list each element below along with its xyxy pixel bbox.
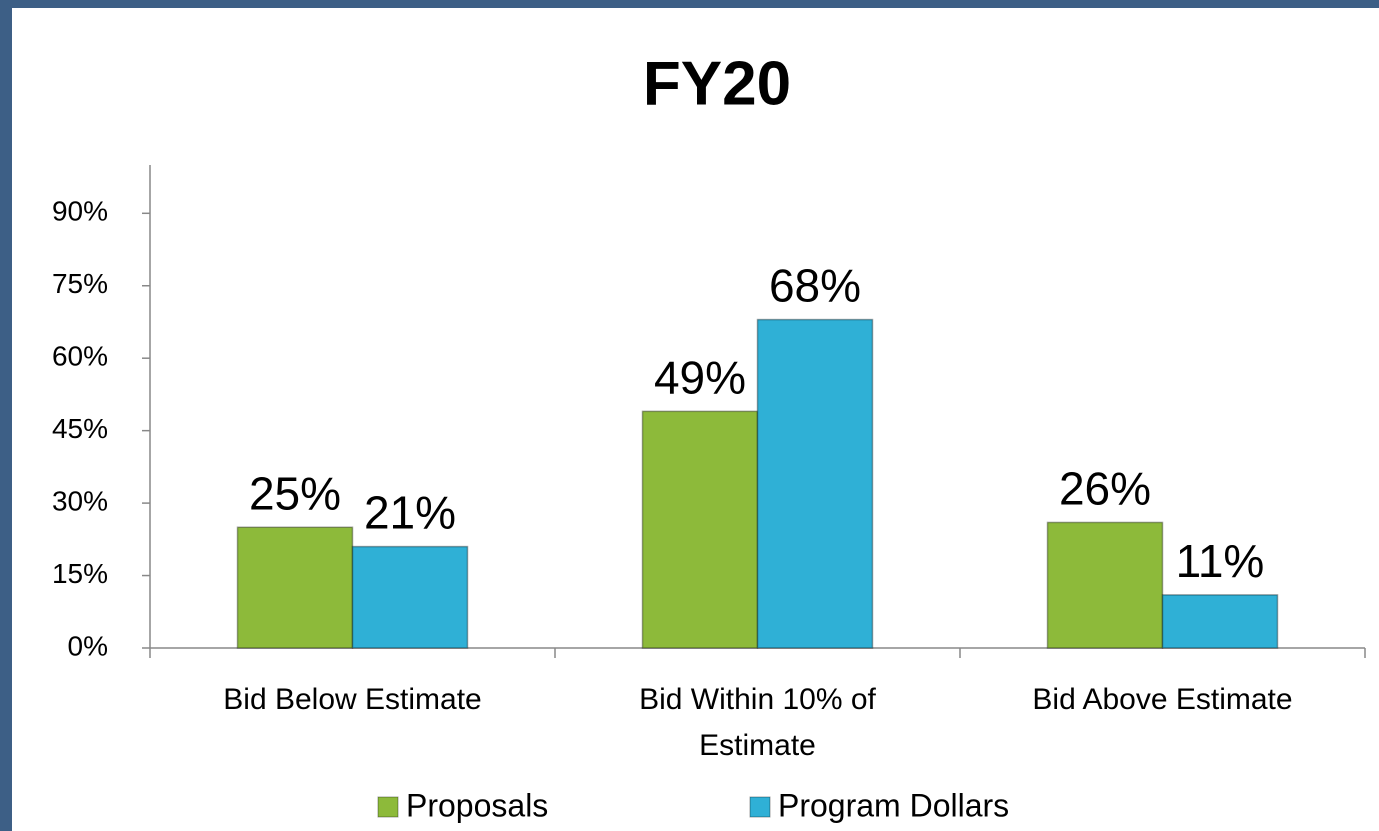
bar <box>1161 594 1279 649</box>
y-tick-label: 60% <box>52 341 108 372</box>
data-label: 49% <box>654 351 746 403</box>
legend-swatch <box>377 796 399 818</box>
data-label: 11% <box>1176 535 1265 587</box>
legend-label: Program Dollars <box>778 787 1009 823</box>
x-tick-label: Bid Within 10% of Estimate <box>639 683 876 762</box>
data-label: 21% <box>364 487 456 539</box>
y-tick-label: 0% <box>68 630 108 661</box>
x-tick-label: Bid Below Estimate <box>223 683 482 716</box>
x-tick-label: Bid Above Estimate <box>1032 683 1293 716</box>
data-label: 26% <box>1059 463 1151 515</box>
bar <box>351 545 469 649</box>
data-label: 25% <box>249 467 341 519</box>
y-tick-label: 30% <box>52 485 108 516</box>
legend-label: Proposals <box>406 787 548 823</box>
y-tick-label: 75% <box>52 268 108 299</box>
y-tick-label: 45% <box>52 413 108 444</box>
bar <box>1046 521 1164 649</box>
data-label: 68% <box>769 260 861 312</box>
legend-swatch <box>749 796 771 818</box>
bar <box>236 526 354 649</box>
bar <box>641 410 759 649</box>
chart-title: FY20 <box>643 49 791 118</box>
bar <box>756 318 874 649</box>
y-tick-label: 15% <box>52 558 108 589</box>
y-tick-label: 90% <box>52 196 108 227</box>
